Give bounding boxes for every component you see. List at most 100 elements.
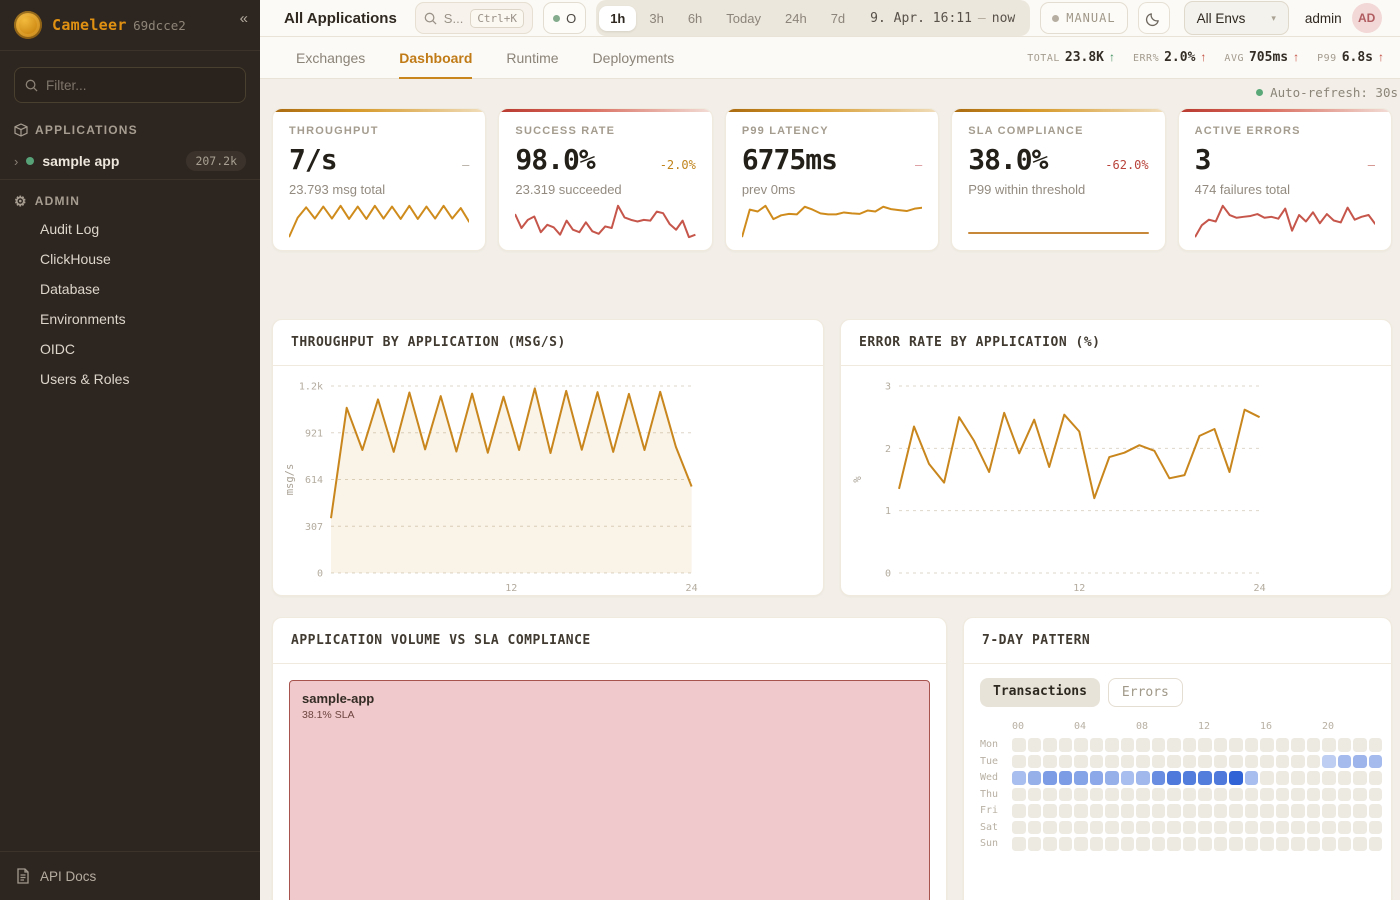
hour-label bbox=[1291, 721, 1305, 735]
pattern-tab-errors[interactable]: Errors bbox=[1107, 678, 1183, 707]
status-dot-green bbox=[26, 157, 35, 165]
heatmap-cell bbox=[1043, 754, 1057, 768]
tabs: Exchanges Dashboard Runtime Deployments bbox=[296, 37, 674, 79]
range-button-3h[interactable]: 3h bbox=[649, 10, 664, 26]
sidebar-item-database[interactable]: Database bbox=[40, 281, 100, 297]
sidebar-collapse-button[interactable]: « bbox=[239, 10, 248, 27]
range-button-7d[interactable]: 7d bbox=[830, 10, 846, 26]
heatmap-cell bbox=[1322, 804, 1336, 818]
heatmap-cell bbox=[1213, 754, 1227, 768]
kpi-inner: ACTIVE ERRORS 3–474 failures total bbox=[1179, 109, 1391, 250]
user-avatar[interactable]: AD bbox=[1351, 3, 1382, 33]
range-button-1h[interactable]: 1h bbox=[599, 5, 637, 31]
heatmap-cell bbox=[1353, 738, 1367, 752]
tab-runtime[interactable]: Runtime bbox=[506, 49, 559, 66]
heatmap-cell bbox=[1089, 738, 1103, 752]
environment-select[interactable]: All Envs ▾ bbox=[1183, 1, 1289, 35]
package-icon bbox=[14, 123, 28, 137]
kpi-subtext: prev 0ms bbox=[741, 182, 796, 197]
heatmap-cell bbox=[1012, 787, 1026, 801]
heatmap-cell bbox=[1120, 837, 1134, 851]
dark-mode-toggle[interactable] bbox=[1137, 2, 1170, 34]
heatmap-cell bbox=[1291, 754, 1305, 768]
heatmap-cell bbox=[1120, 771, 1134, 785]
tab-deployments[interactable]: Deployments bbox=[592, 49, 675, 66]
sidebar-item-environments[interactable]: Environments bbox=[40, 311, 126, 327]
stat-p99: P99 6.8s ↑ bbox=[1317, 50, 1384, 65]
sidebar-item-api-docs[interactable]: API Docs bbox=[0, 852, 260, 900]
stat-label: TOTAL bbox=[1027, 53, 1060, 64]
stat-label: ERR% bbox=[1133, 53, 1160, 64]
heatmap-cell bbox=[1244, 754, 1258, 768]
manual-refresh-button[interactable]: MANUAL bbox=[1040, 2, 1128, 34]
sidebar-item-users-roles[interactable]: Users & Roles bbox=[40, 371, 130, 387]
tab-dashboard[interactable]: Dashboard bbox=[399, 37, 473, 79]
heatmap-cell bbox=[1368, 837, 1382, 851]
admin-section-header: ⚙ ADMIN bbox=[0, 180, 260, 214]
sidebar-item-sample-app[interactable]: › sample app 207.2k bbox=[0, 143, 260, 179]
heatmap-cell bbox=[1058, 787, 1072, 801]
stat-value: 23.8K bbox=[1064, 50, 1105, 65]
heatmap-cell bbox=[1291, 837, 1305, 851]
heatmap-cell bbox=[1244, 820, 1258, 834]
heatmap-cell bbox=[1027, 738, 1041, 752]
global-search[interactable]: S... Ctrl+K bbox=[414, 2, 534, 34]
heatmap-cell bbox=[1368, 738, 1382, 752]
hour-label bbox=[1059, 721, 1073, 735]
online-status-button[interactable]: O bbox=[543, 2, 587, 34]
heatmap-cell bbox=[1337, 754, 1351, 768]
chevron-right-icon[interactable]: › bbox=[14, 153, 19, 169]
heatmap-cell bbox=[1291, 820, 1305, 834]
cameleer-logo-icon bbox=[14, 11, 42, 39]
treemap-block-sample-app[interactable]: sample-app 38.1% SLA bbox=[289, 680, 930, 900]
range-button-today[interactable]: Today bbox=[726, 10, 761, 26]
heatmap-cell bbox=[1229, 771, 1243, 785]
range-button-6h[interactable]: 6h bbox=[687, 10, 703, 26]
svg-text:1.2k: 1.2k bbox=[299, 382, 323, 393]
kpi-inner: THROUGHPUT 7/s – 23.793 msg total bbox=[273, 109, 485, 250]
heatmap-cell bbox=[1368, 754, 1382, 768]
main-content: All Applications S... Ctrl+K O 1h 3h 6h Tod… bbox=[260, 0, 1400, 900]
heatmap-cell bbox=[1306, 820, 1320, 834]
sidebar-item-clickhouse[interactable]: ClickHouse bbox=[40, 251, 111, 267]
hour-label bbox=[1214, 721, 1228, 735]
heatmap-cell bbox=[1089, 837, 1103, 851]
auto-refresh-strip: Auto-refresh: 30s bbox=[260, 79, 1400, 100]
heatmap-cell bbox=[1213, 837, 1227, 851]
svg-text:1: 1 bbox=[885, 506, 891, 517]
svg-text:307: 307 bbox=[305, 522, 323, 533]
kpi-card-throughput: THROUGHPUT 7/s – 23.793 msg total bbox=[272, 108, 487, 251]
heatmap-cell bbox=[1120, 804, 1134, 818]
sidebar-item-audit-log[interactable]: Audit Log bbox=[40, 221, 100, 237]
heatmap-cell bbox=[1167, 738, 1181, 752]
svg-text:921: 921 bbox=[305, 428, 323, 439]
kpi-value-row: 6775ms – bbox=[742, 143, 922, 176]
tab-exchanges[interactable]: Exchanges bbox=[296, 49, 366, 66]
heatmap-cell bbox=[1074, 754, 1088, 768]
sla-progress-bar bbox=[968, 231, 1149, 234]
heatmap-cell bbox=[1337, 771, 1351, 785]
time-range-segment: 1h 3h 6h Today 24h 7d 9. Apr. 16:11– now bbox=[596, 0, 1031, 36]
hour-label bbox=[1105, 721, 1119, 735]
heatmap-cell bbox=[1229, 738, 1243, 752]
heatmap-cell bbox=[1074, 787, 1088, 801]
filter-input[interactable] bbox=[46, 77, 235, 93]
heatmap-cell bbox=[1337, 837, 1351, 851]
range-button-24h[interactable]: 24h bbox=[785, 10, 807, 26]
hour-label: 04 bbox=[1074, 721, 1087, 732]
sidebar-filter[interactable] bbox=[14, 67, 246, 103]
heatmap-row-sun: Sun bbox=[980, 837, 1382, 851]
date-range-label[interactable]: 9. Apr. 16:11– now bbox=[870, 10, 1016, 26]
pattern-tab-transactions[interactable]: Transactions bbox=[980, 678, 1100, 707]
top-header: All Applications S... Ctrl+K O 1h 3h 6h Tod… bbox=[260, 0, 1400, 37]
heatmap-cell bbox=[1229, 804, 1243, 818]
heatmap-cell bbox=[1027, 754, 1041, 768]
heatmap-cell bbox=[1182, 754, 1196, 768]
sidebar-item-oidc[interactable]: OIDC bbox=[40, 341, 75, 357]
treemap-sla-value: 38.1% SLA bbox=[302, 709, 355, 721]
heatmap-cell bbox=[1105, 804, 1119, 818]
hour-label bbox=[1121, 721, 1135, 735]
kpi-value-row: 3– bbox=[1195, 143, 1375, 176]
heatmap-cell bbox=[1306, 787, 1320, 801]
kpi-row: THROUGHPUT 7/s – 23.793 msg total SUCCESS RA… bbox=[272, 108, 1393, 251]
